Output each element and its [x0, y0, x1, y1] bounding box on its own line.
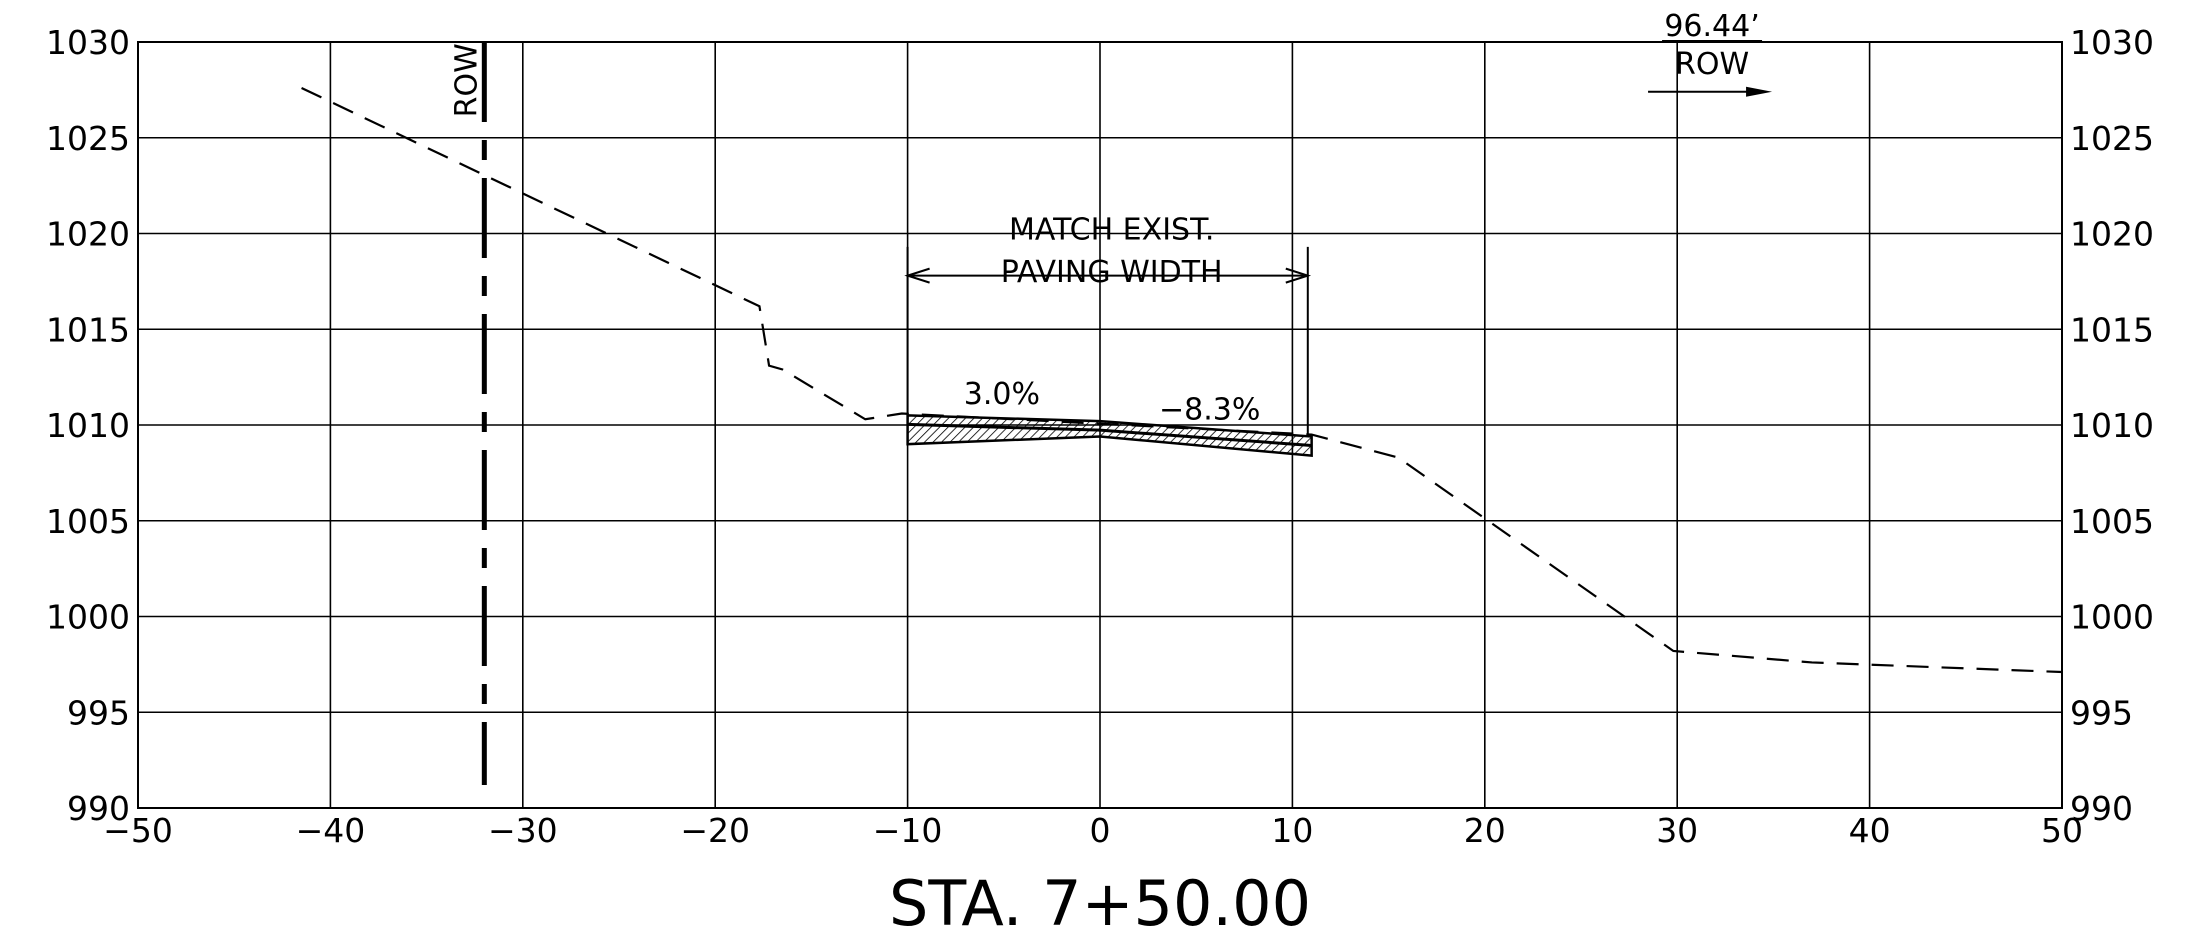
- y-tick-label-right: 1025: [2070, 119, 2154, 158]
- y-tick-label-right: 995: [2070, 693, 2133, 732]
- y-tick-label-left: 1010: [46, 406, 130, 445]
- slope-left-label: 3.0%: [964, 377, 1040, 412]
- x-tick-label: 30: [1656, 811, 1698, 850]
- slope-right-label: −8.3%: [1159, 392, 1260, 427]
- x-tick-label: −50: [103, 811, 173, 850]
- row-right-distance-label: 96.44’: [1664, 9, 1759, 44]
- pavement-layer-line: [907, 422, 1312, 447]
- row-right-label: ROW: [1675, 47, 1749, 82]
- y-tick-label-right: 1000: [2070, 598, 2154, 637]
- plot-frame: [137, 41, 2063, 809]
- x-tick-label: 20: [1464, 811, 1506, 850]
- y-axis-left-tick-labels: 990 995 1000 1005 1010 1015 1020 1025 1030: [46, 23, 130, 828]
- y-tick-label-right: 1030: [2070, 23, 2154, 62]
- x-tick-label: 10: [1271, 811, 1313, 850]
- y-tick-label-left: 1000: [46, 598, 130, 637]
- station-title: STA. 7+50.00: [889, 867, 1311, 940]
- y-tick-label-left: 1020: [46, 215, 130, 254]
- y-tick-label-left: 990: [67, 789, 130, 828]
- y-tick-label-left: 1005: [46, 502, 130, 541]
- y-axis-right-tick-labels: 990 995 1000 1005 1010 1015 1020 1025 1030: [2070, 23, 2154, 828]
- match-existing-label: MATCH EXIST.: [1009, 213, 1214, 248]
- pavement-section: [906, 414, 1313, 458]
- x-tick-label: −10: [873, 811, 943, 850]
- x-tick-label: −20: [680, 811, 750, 850]
- x-tick-label: −40: [296, 811, 366, 850]
- x-tick-label: 40: [1849, 811, 1891, 850]
- y-tick-label-left: 1015: [46, 310, 130, 349]
- y-tick-label-left: 1025: [46, 119, 130, 158]
- y-tick-label-left: 1030: [46, 23, 130, 62]
- y-tick-label-right: 990: [2070, 789, 2133, 828]
- y-tick-label-left: 995: [67, 693, 130, 732]
- row-left-label: ROW: [449, 43, 484, 117]
- x-tick-label: 0: [1090, 811, 1111, 850]
- row-right-arrow-head: [1746, 86, 1773, 97]
- x-tick-label: 50: [2041, 811, 2083, 850]
- y-tick-label-right: 1015: [2070, 310, 2154, 349]
- x-tick-label: −30: [488, 811, 558, 850]
- existing-ground-line: [301, 86, 2063, 674]
- y-tick-label-right: 1020: [2070, 215, 2154, 254]
- x-axis-tick-labels: −50 −40 −30 −20 −10 0 10 20 30 40 50: [103, 811, 2083, 850]
- y-tick-label-right: 1010: [2070, 406, 2154, 445]
- y-tick-label-right: 1005: [2070, 502, 2154, 541]
- paving-width-label: PAVING WIDTH: [1001, 255, 1223, 290]
